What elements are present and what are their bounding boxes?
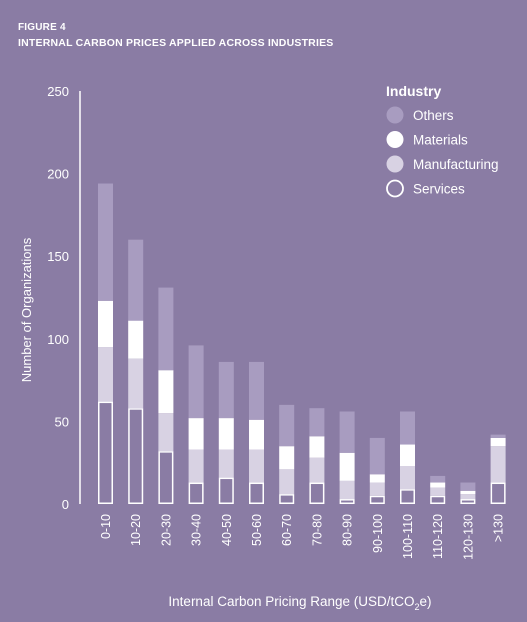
bar-segment-manufacturing xyxy=(369,482,385,496)
figure-label: FIGURE 4 xyxy=(18,22,66,33)
x-tick-label: 90-100 xyxy=(371,514,385,553)
bar-segment-manufacturing xyxy=(218,449,234,478)
bar-segment-materials xyxy=(369,474,385,483)
legend-label-materials: Materials xyxy=(413,133,468,148)
bar-segment-manufacturing xyxy=(309,457,325,483)
x-axis-title-sub: 2 xyxy=(415,602,420,612)
bar-segment-materials xyxy=(279,446,295,470)
bar-segment-manufacturing xyxy=(249,449,264,483)
figure-title: INTERNAL CARBON PRICES APPLIED ACROSS IN… xyxy=(18,37,334,49)
x-axis: 0-10 10-20 20-30 30-40 40-50 50-60 60-70 70-80 8… xyxy=(99,514,506,612)
legend-label-services: Services xyxy=(413,182,465,197)
bar-segment-materials xyxy=(249,419,264,450)
bar-segment-services xyxy=(158,451,174,504)
bar-segment-manufacturing xyxy=(460,494,476,500)
bar-segment-manufacturing xyxy=(158,413,174,452)
bar-segment-others xyxy=(339,411,355,453)
bar-segment-manufacturing xyxy=(430,487,446,496)
bar-segment-materials xyxy=(158,370,174,414)
legend-swatch-others xyxy=(386,106,404,124)
bar-segment-services xyxy=(279,494,295,505)
bar-segment-materials xyxy=(460,490,476,495)
x-tick-label: 120-130 xyxy=(461,514,475,560)
bar-segment-others xyxy=(369,437,385,475)
y-tick-label: 100 xyxy=(47,332,69,347)
x-axis-title-main: Internal Carbon Pricing Range (USD/tCO xyxy=(168,594,414,609)
bar-segment-materials xyxy=(188,418,204,450)
x-tick-label: 110-120 xyxy=(431,514,445,559)
y-tick-label: 150 xyxy=(47,249,69,264)
x-tick-label: 30-40 xyxy=(190,514,204,546)
y-tick-label: 200 xyxy=(47,167,69,182)
x-tick-label: 10-20 xyxy=(129,514,143,546)
bar-segment-manufacturing xyxy=(339,480,355,500)
x-tick-label: 50-60 xyxy=(250,514,264,546)
y-tick-label: 0 xyxy=(62,497,69,512)
legend-title: Industry xyxy=(386,83,441,99)
bar-segment-others xyxy=(218,361,234,419)
x-axis-title: Internal Carbon Pricing Range (USD/tCO2e… xyxy=(168,594,431,612)
x-tick-label: 0-10 xyxy=(99,514,113,539)
bar-segment-others xyxy=(128,239,144,321)
bar-segment-services xyxy=(309,482,325,504)
bar-segment-manufacturing xyxy=(98,347,113,402)
bar-segment-manufacturing xyxy=(128,358,144,409)
bar-segment-others xyxy=(400,411,415,445)
bar-segment-services xyxy=(430,495,446,504)
y-tick-label: 250 xyxy=(47,84,69,99)
bar-segment-services xyxy=(218,477,234,504)
bar-segment-others xyxy=(249,361,264,420)
legend-label-others: Others xyxy=(413,108,454,123)
bar-segment-materials xyxy=(339,452,355,481)
x-tick-label: 70-80 xyxy=(310,514,324,546)
bar-segment-materials xyxy=(128,320,144,359)
bar-segment-services xyxy=(460,499,476,505)
bar-segment-services xyxy=(490,482,506,504)
bar-segment-others xyxy=(188,345,204,419)
bar-segment-materials xyxy=(490,437,506,447)
legend-label-manufacturing: Manufacturing xyxy=(413,157,499,172)
bars-group xyxy=(98,183,506,505)
y-axis: 0 50 100 150 200 250 Number of Organizations xyxy=(19,84,81,512)
bar-segment-others xyxy=(158,287,174,371)
bar-segment-others xyxy=(279,404,295,447)
bar-segment-services xyxy=(339,499,355,505)
x-tick-label: 100-110 xyxy=(401,514,415,559)
bar-segment-materials xyxy=(309,436,325,458)
bar-segment-manufacturing xyxy=(188,449,204,483)
bar-segment-materials xyxy=(400,444,415,467)
y-axis-title: Number of Organizations xyxy=(19,237,34,382)
bar-segment-manufacturing xyxy=(400,466,415,490)
x-tick-label: 20-30 xyxy=(159,514,173,546)
bar-segment-others xyxy=(309,408,325,437)
bar-segment-services xyxy=(400,489,415,504)
bar-segment-others xyxy=(430,475,446,483)
bar-segment-services xyxy=(188,482,204,504)
x-tick-label: 60-70 xyxy=(280,514,294,546)
bar-segment-others xyxy=(98,183,113,301)
bar-segment-others xyxy=(460,482,476,491)
bar-segment-materials xyxy=(430,482,446,488)
legend-swatch-manufacturing xyxy=(386,155,404,173)
bar-segment-others xyxy=(490,434,506,438)
bar-segment-services xyxy=(369,495,385,504)
x-axis-title-suffix: e) xyxy=(420,594,432,609)
legend: Industry Others Materials Manufacturing Serv… xyxy=(386,83,499,198)
legend-swatch-materials xyxy=(386,131,404,148)
x-tick-label: 80-90 xyxy=(341,514,355,546)
x-tick-label: 40-50 xyxy=(220,514,234,546)
bar-segment-services xyxy=(98,401,113,504)
bar-segment-manufacturing xyxy=(490,446,506,483)
x-tick-label: >130 xyxy=(492,514,506,542)
legend-swatch-services xyxy=(386,179,404,198)
bar-segment-manufacturing xyxy=(279,469,295,495)
bar-segment-materials xyxy=(218,418,234,450)
y-tick-label: 50 xyxy=(55,414,69,429)
bar-segment-services xyxy=(128,408,144,504)
bar-segment-services xyxy=(249,482,264,504)
bar-segment-materials xyxy=(98,300,113,348)
